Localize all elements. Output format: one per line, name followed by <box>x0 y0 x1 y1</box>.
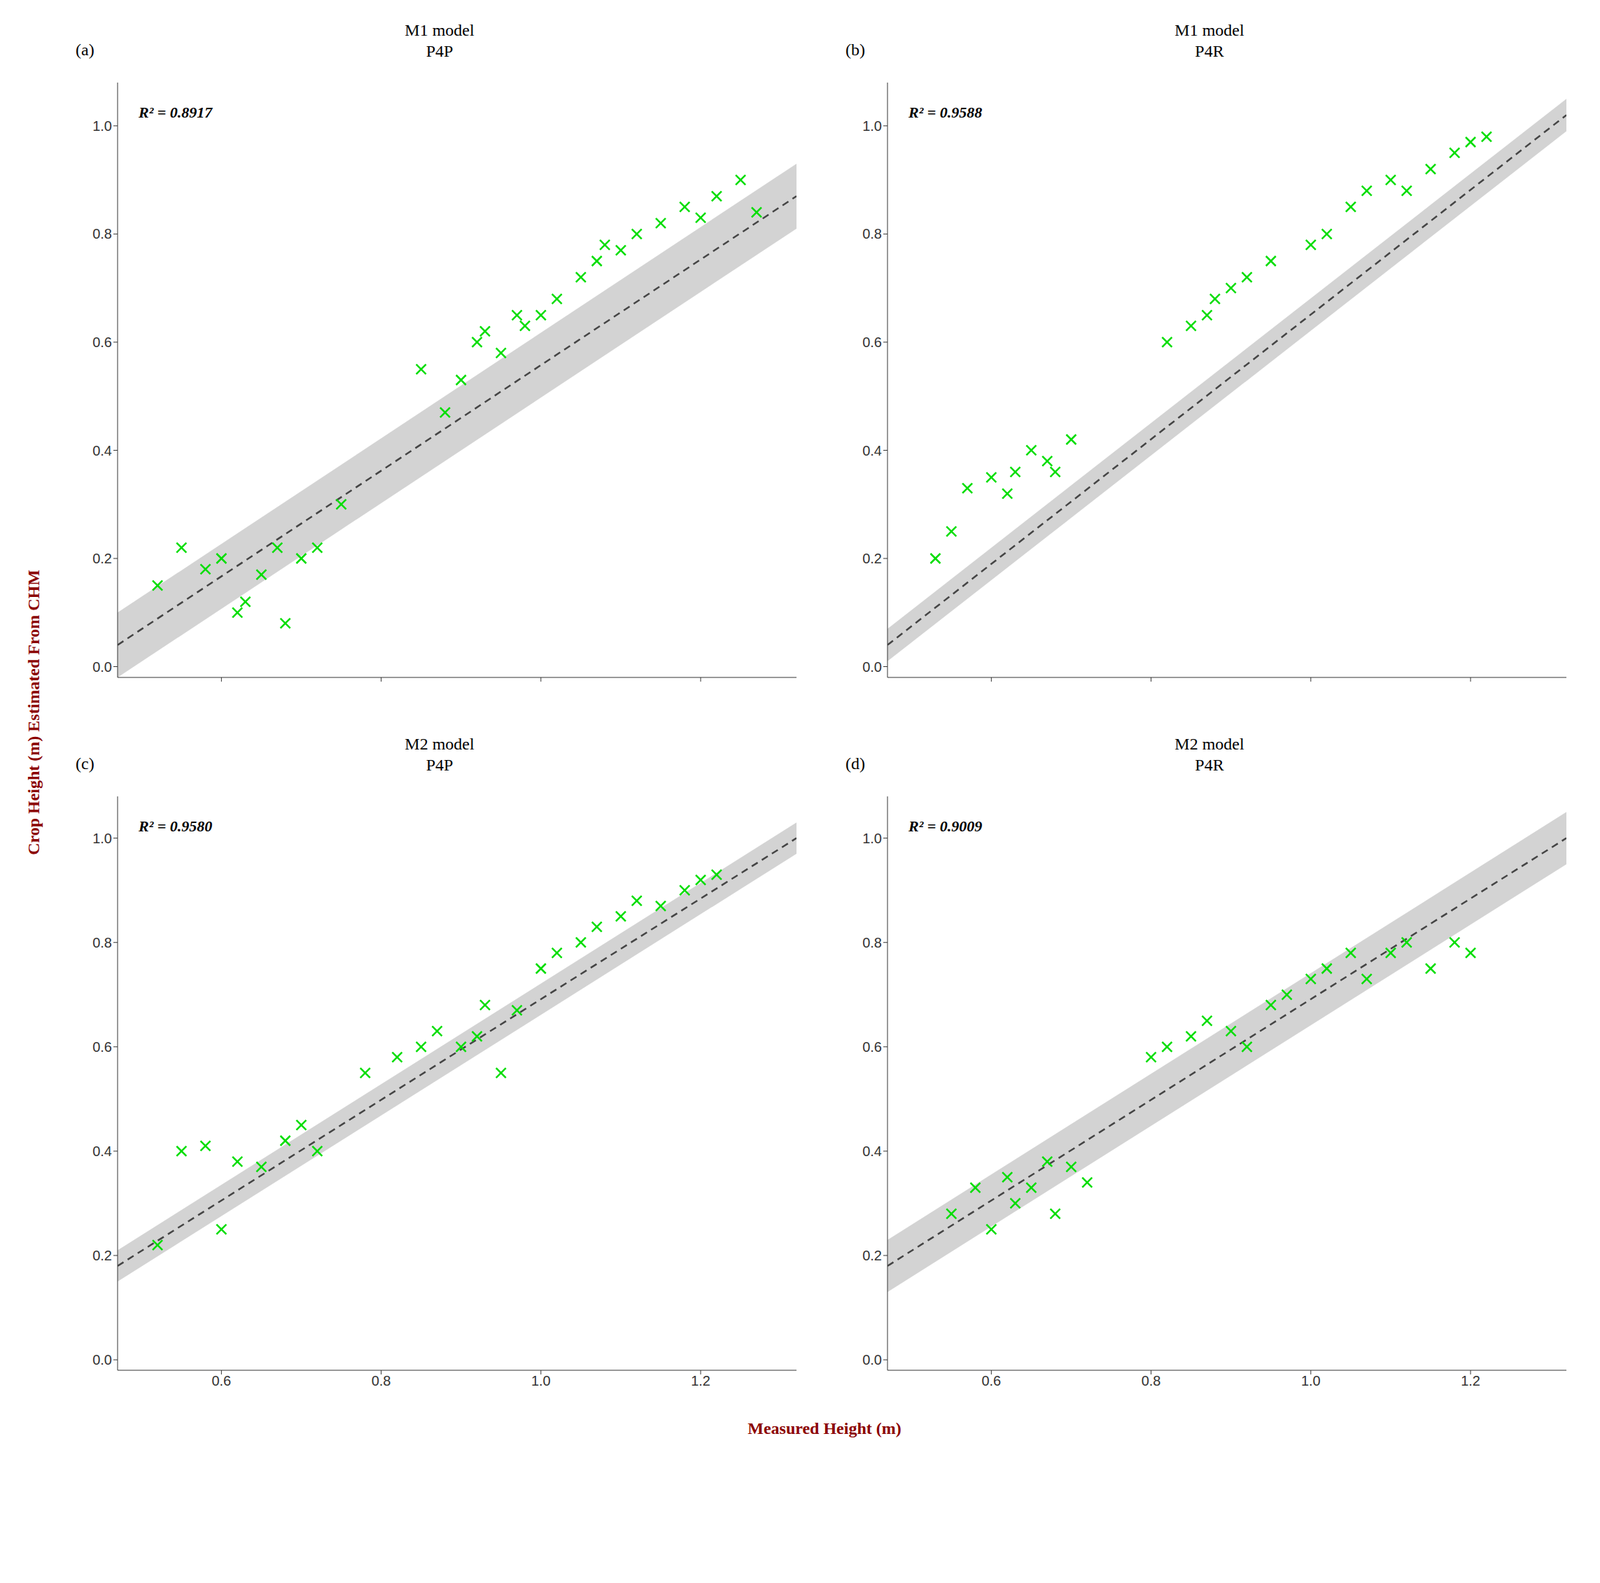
svg-text:0.6: 0.6 <box>211 1373 231 1389</box>
html-text:P4P: P4P <box>425 755 454 775</box>
svg-text:0.8: 0.8 <box>1141 1373 1162 1389</box>
html-text:P4R: P4R <box>1194 41 1224 61</box>
html-text:(d): (d) <box>845 754 866 773</box>
html-text:M2 model: M2 model <box>1174 734 1245 754</box>
svg-text:0.0: 0.0 <box>92 1352 112 1368</box>
svg-text:1.2: 1.2 <box>690 1373 711 1389</box>
html-text:(a): (a) <box>75 40 95 59</box>
svg-text:1.0: 1.0 <box>92 830 112 847</box>
html-text:R² = 0.8917: R² = 0.8917 <box>138 103 213 122</box>
html-text:R² = 0.9009: R² = 0.9009 <box>908 817 983 835</box>
svg-text:1.0: 1.0 <box>531 1373 551 1389</box>
svg-text:0.2: 0.2 <box>92 550 112 567</box>
svg-text:1.0: 1.0 <box>1301 1373 1321 1389</box>
svg-text:0.8: 0.8 <box>92 226 112 242</box>
html-text:R² = 0.9588: R² = 0.9588 <box>908 103 983 122</box>
html-text:R² = 0.9580: R² = 0.9580 <box>138 817 213 835</box>
html-text:P4P: P4P <box>425 41 454 61</box>
html-text:Crop Height (m) Estimated From: Crop Height (m) Estimated From CHM <box>24 569 43 856</box>
svg-text:0.0: 0.0 <box>862 1352 882 1368</box>
svg-text:0.8: 0.8 <box>862 226 882 242</box>
svg-text:0.8: 0.8 <box>92 935 112 951</box>
svg-text:0.4: 0.4 <box>92 1143 112 1160</box>
svg-text:0.2: 0.2 <box>862 550 882 567</box>
svg-text:0.6: 0.6 <box>862 1039 882 1055</box>
svg-text:1.0: 1.0 <box>862 118 882 134</box>
html-text:P4R: P4R <box>1194 755 1224 775</box>
svg-text:0.6: 0.6 <box>92 1039 112 1055</box>
svg-text:0.4: 0.4 <box>862 443 882 459</box>
svg-text:1.2: 1.2 <box>1460 1373 1481 1389</box>
svg-text:0.8: 0.8 <box>862 935 882 951</box>
html-text:(c): (c) <box>75 754 95 773</box>
svg-text:0.2: 0.2 <box>92 1247 112 1264</box>
html-text:(b): (b) <box>845 40 866 59</box>
svg-text:1.0: 1.0 <box>862 830 882 847</box>
html-text:Measured Height (m): Measured Height (m) <box>747 1419 902 1438</box>
svg-text:0.6: 0.6 <box>862 334 882 350</box>
svg-text:0.0: 0.0 <box>92 659 112 675</box>
svg-text:1.0: 1.0 <box>92 118 112 134</box>
html-text:M1 model: M1 model <box>404 20 475 40</box>
html-text:M1 model: M1 model <box>1174 20 1245 40</box>
svg-text:0.6: 0.6 <box>92 334 112 350</box>
svg-text:0.4: 0.4 <box>92 443 112 459</box>
svg-text:0.2: 0.2 <box>862 1247 882 1264</box>
svg-text:0.4: 0.4 <box>862 1143 882 1160</box>
html-text:M2 model: M2 model <box>404 734 475 754</box>
svg-text:0.0: 0.0 <box>862 659 882 675</box>
svg-text:0.8: 0.8 <box>371 1373 392 1389</box>
svg-text:0.6: 0.6 <box>981 1373 1001 1389</box>
